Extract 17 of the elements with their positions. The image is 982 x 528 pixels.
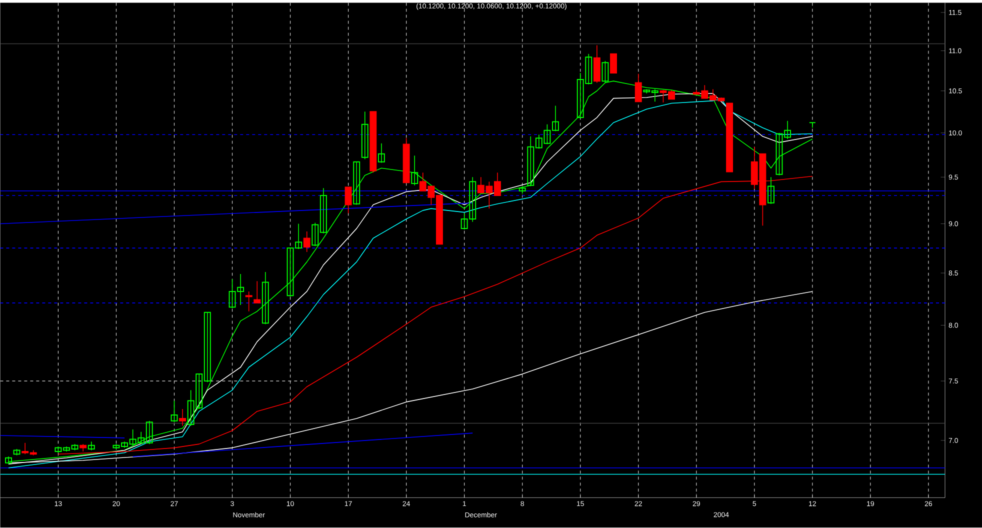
candlestick [411, 155, 418, 186]
candlestick [610, 54, 617, 74]
candlestick [303, 231, 310, 253]
candlestick [634, 74, 642, 102]
candlestick [179, 408, 186, 426]
candlestick [767, 176, 774, 204]
candlestick [808, 122, 816, 128]
candlestick [170, 400, 178, 423]
candlestick [344, 186, 352, 214]
candlestick [262, 272, 269, 325]
candlestick [378, 143, 385, 164]
candlestick [88, 441, 95, 451]
candlestick [245, 291, 252, 312]
candlestick [361, 111, 368, 160]
candlestick [593, 45, 600, 84]
candlestick [353, 162, 360, 206]
candlestick [254, 280, 261, 304]
